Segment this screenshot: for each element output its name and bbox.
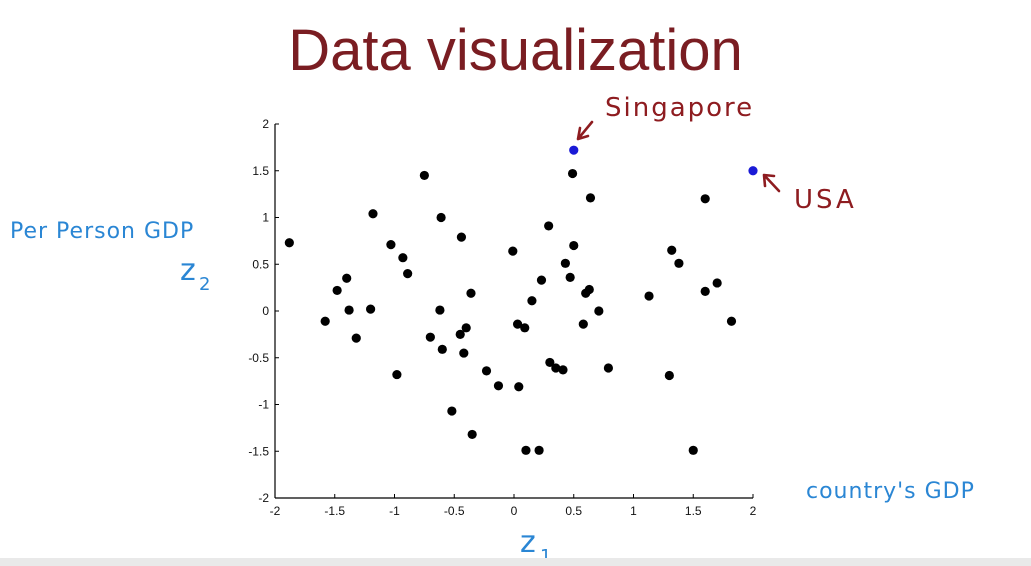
data-point: [700, 194, 710, 204]
data-point: [419, 170, 429, 181]
data-point: [545, 357, 555, 368]
data-point: [368, 209, 378, 219]
data-point: [461, 323, 471, 333]
x-tick-label: 1.5: [685, 504, 702, 518]
data-point: [366, 304, 376, 314]
x-tick-label: 0: [511, 504, 518, 518]
data-point: [403, 269, 413, 279]
data-point: [567, 168, 578, 179]
data-point: [493, 381, 504, 391]
data-point: [603, 363, 614, 373]
data-point: [551, 363, 561, 373]
highlighted-points: [569, 145, 758, 176]
data-point: [392, 369, 402, 380]
x-tick-label: 1: [630, 504, 637, 518]
data-point: [514, 382, 524, 392]
y-tick-label: 1.5: [252, 164, 269, 178]
data-point: [512, 319, 523, 329]
data-point: [435, 305, 445, 315]
data-point: [342, 273, 352, 283]
data-point: [508, 246, 518, 256]
y-tick-label: -2: [258, 491, 269, 505]
x-axis-annotation: country's GDP: [806, 479, 975, 504]
data-point: [386, 240, 396, 250]
highlighted-point-usa: [748, 166, 758, 176]
data-point: [344, 305, 354, 315]
x-tick-label: -0.5: [444, 504, 465, 518]
data-point: [467, 429, 477, 440]
data-point: [481, 366, 492, 376]
data-point: [351, 333, 361, 343]
data-point: [536, 275, 547, 285]
data-point: [667, 245, 677, 255]
data-point: [688, 445, 698, 455]
data-point: [332, 285, 342, 296]
data-point: [398, 253, 408, 263]
data-point: [578, 319, 588, 329]
data-point: [664, 370, 674, 381]
bottom-bar: [0, 558, 1031, 566]
singapore-arrow-icon: [576, 120, 594, 141]
y-axis-symbol: z: [180, 253, 196, 288]
y-tick-label: 0: [262, 304, 269, 318]
data-point: [585, 193, 596, 203]
y-tick-label: 0.5: [252, 257, 269, 271]
data-point: [520, 323, 530, 333]
data-point: [527, 296, 537, 306]
data-point: [466, 288, 476, 298]
data-point: [700, 286, 710, 296]
x-axis-subscript: 1: [540, 546, 551, 566]
slide-title: Data visualization: [288, 18, 743, 83]
x-tick-label: -1.5: [324, 504, 345, 518]
axes: [274, 123, 754, 499]
y-tick-label: -0.5: [248, 351, 269, 365]
x-tick-label: -2: [270, 504, 281, 518]
data-point: [594, 306, 604, 316]
y-axis-annotation: Per Person GDP: [10, 219, 194, 244]
y-tick-label: 1: [262, 211, 269, 225]
y-axis-subscript: 2: [199, 274, 210, 295]
data-point: [437, 344, 447, 354]
data-point: [674, 258, 684, 268]
data-point: [456, 232, 467, 242]
data-point: [644, 291, 654, 301]
data-point: [560, 258, 570, 268]
x-tick-label: 2: [750, 504, 757, 518]
data-point: [459, 348, 469, 358]
data-point: [436, 212, 446, 223]
data-point: [455, 329, 465, 339]
data-point: [447, 406, 457, 416]
y-tick-label: 2: [262, 117, 269, 131]
data-points: [284, 168, 737, 455]
data-point: [320, 316, 330, 326]
x-axis-symbol: z: [520, 525, 536, 560]
data-point: [284, 238, 294, 248]
data-point: [726, 316, 737, 326]
data-point: [534, 445, 544, 455]
data-point: [558, 365, 568, 375]
data-point: [425, 332, 435, 342]
data-point: [569, 240, 579, 251]
y-tick-label: -1: [258, 398, 269, 412]
data-point: [584, 284, 594, 295]
x-tick-label: 0.5: [565, 504, 582, 518]
y-tick-label: -1.5: [248, 444, 269, 458]
data-point: [544, 221, 554, 231]
singapore-label: Singapore: [605, 93, 754, 123]
x-tick-label: -1: [389, 504, 400, 518]
data-point: [521, 445, 531, 455]
data-point: [712, 278, 722, 288]
data-point: [565, 272, 575, 282]
tick-labels: -2 -1.5 -1 -0.5 0 0.5 1 1.5 2 2 1.5 1 0.5 0 -0.5 -1 -1.5…: [248, 117, 756, 518]
usa-label: USA: [794, 185, 857, 215]
highlighted-point-singapore: [569, 145, 579, 155]
usa-arrow-icon: [762, 173, 781, 193]
